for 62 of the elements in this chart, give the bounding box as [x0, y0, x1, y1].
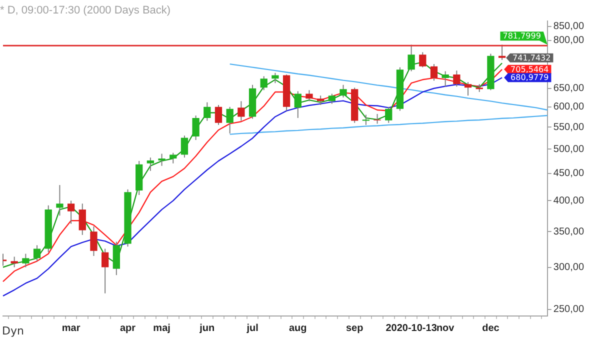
candlestick: [340, 84, 347, 98]
y-tick-label: 500,00: [553, 144, 584, 155]
candlestick: [158, 153, 166, 166]
candlestick: [272, 72, 279, 84]
candlestick: [498, 44, 506, 60]
candlestick: [90, 226, 98, 256]
candlestick: [408, 44, 415, 72]
text: 741,7432: [512, 53, 551, 62]
candlestick: [226, 106, 234, 134]
x-tick-label: jul: [246, 322, 259, 334]
data-label: 705,5464: [510, 64, 549, 74]
candlestick: [56, 184, 64, 216]
candlestick: [260, 76, 268, 91]
candlestick: [170, 152, 177, 164]
candlestick: [317, 95, 324, 106]
candlestick: [385, 106, 392, 124]
candlestick: [430, 64, 438, 82]
candlestick: [112, 241, 120, 276]
candlestick: [180, 135, 188, 158]
y-tick-label: 650,00: [553, 83, 584, 94]
x-tick-label: 2020-10-13: [386, 322, 438, 334]
x-tick-label: apr: [120, 322, 136, 334]
candlestick: [146, 157, 154, 172]
candlestick: [214, 104, 222, 126]
candlestick: [67, 200, 75, 224]
x-tick-label: jun: [198, 322, 215, 334]
y-tick-label: 600,00: [553, 102, 584, 113]
y-tick-label: 800,00: [553, 35, 584, 46]
x-tick-label: nov: [436, 322, 455, 334]
y-tick-label: 450,00: [553, 168, 584, 180]
candlestick: [238, 100, 245, 122]
y-tick-label: 350,00: [553, 226, 584, 238]
candlestick: [78, 203, 86, 236]
candlestick: [328, 93, 336, 104]
chart-title: * D, 09:00-17:30 (2000 Days Back): [0, 4, 171, 17]
y-tick-label: 850,00: [553, 21, 584, 32]
data-label: 680,9779: [510, 73, 549, 82]
candlestick: [10, 256, 18, 268]
y-tick-label: 550,00: [553, 122, 584, 133]
candlestick: [192, 115, 200, 140]
candlestick: [362, 114, 370, 126]
y-tick-label: 250,00: [553, 304, 584, 316]
ref-line-label: 781,7999: [502, 32, 541, 41]
x-tick-label: aug: [289, 322, 307, 334]
x-tick-label: sep: [346, 322, 364, 334]
candlestick: [464, 82, 472, 96]
candlestick: [294, 90, 302, 118]
y-tick-label: 300,00: [553, 262, 584, 273]
candlestick: [33, 244, 41, 262]
candlestick: [204, 102, 211, 122]
candlestick: [419, 52, 426, 68]
x-tick-label: maj: [153, 322, 171, 334]
x-tick-label: mar: [62, 322, 80, 334]
candlestick: [22, 253, 30, 268]
candlestick: [306, 90, 313, 102]
candlestick: [453, 70, 460, 88]
candlestick: [442, 70, 449, 88]
candlestick: [102, 248, 109, 294]
y-tick-label: 400,00: [553, 195, 584, 206]
x-tick-label: dec: [482, 322, 500, 334]
text: Dyn: [2, 324, 24, 338]
candlestick: [374, 113, 381, 124]
